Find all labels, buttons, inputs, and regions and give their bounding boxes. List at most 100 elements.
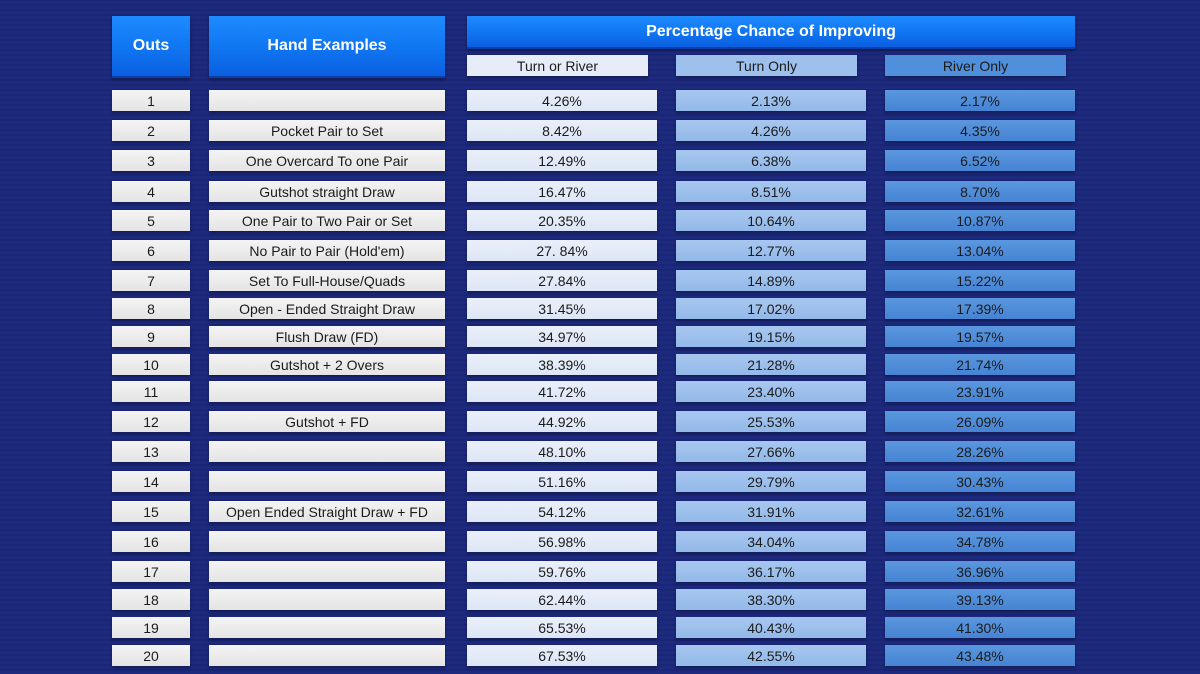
hand-example-cell <box>209 381 445 402</box>
turn-only-cell: 2.13% <box>676 90 866 111</box>
hand-example-cell <box>209 645 445 666</box>
river-only-cell: 8.70% <box>885 181 1075 202</box>
turn-or-river-cell: 20.35% <box>467 210 657 231</box>
turn-only-cell: 23.40% <box>676 381 866 402</box>
turn-or-river-cell: 65.53% <box>467 617 657 638</box>
turn-or-river-cell: 59.76% <box>467 561 657 582</box>
turn-only-cell: 36.17% <box>676 561 866 582</box>
river-only-cell: 26.09% <box>885 411 1075 432</box>
turn-or-river-cell: 41.72% <box>467 381 657 402</box>
outs-cell: 8 <box>112 298 190 319</box>
hand-example-cell: Gutshot + 2 Overs <box>209 354 445 375</box>
turn-only-cell: 8.51% <box>676 181 866 202</box>
hand-example-cell: Flush Draw (FD) <box>209 326 445 347</box>
outs-cell: 18 <box>112 589 190 610</box>
table-row: 3 One Overcard To one Pair 12.49% 6.38% 6.52… <box>0 150 1200 171</box>
header-percentage-chance: Percentage Chance of Improving <box>467 16 1075 49</box>
table-row: 2 Pocket Pair to Set 8.42% 4.26% 4.35% <box>0 120 1200 141</box>
subheader-turn-or-river: Turn or River <box>467 55 648 76</box>
river-only-cell: 21.74% <box>885 354 1075 375</box>
hand-example-cell: Gutshot + FD <box>209 411 445 432</box>
table-row: 14 51.16% 29.79% 30.43% <box>0 471 1200 492</box>
outs-cell: 2 <box>112 120 190 141</box>
river-only-cell: 15.22% <box>885 270 1075 291</box>
outs-cell: 6 <box>112 240 190 261</box>
turn-only-cell: 12.77% <box>676 240 866 261</box>
outs-cell: 17 <box>112 561 190 582</box>
table-row: 19 65.53% 40.43% 41.30% <box>0 617 1200 638</box>
river-only-cell: 30.43% <box>885 471 1075 492</box>
turn-only-cell: 17.02% <box>676 298 866 319</box>
river-only-cell: 32.61% <box>885 501 1075 522</box>
river-only-cell: 6.52% <box>885 150 1075 171</box>
river-only-cell: 34.78% <box>885 531 1075 552</box>
table-row: 9 Flush Draw (FD) 34.97% 19.15% 19.57% <box>0 326 1200 347</box>
outs-cell: 11 <box>112 381 190 402</box>
table-row: 10 Gutshot + 2 Overs 38.39% 21.28% 21.74% <box>0 354 1200 375</box>
hand-example-cell: Gutshot straight Draw <box>209 181 445 202</box>
river-only-cell: 13.04% <box>885 240 1075 261</box>
table-row: 7 Set To Full-House/Quads 27.84% 14.89% 15.2… <box>0 270 1200 291</box>
subheader-river-only: River Only <box>885 55 1066 76</box>
hand-example-cell <box>209 90 445 111</box>
river-only-cell: 19.57% <box>885 326 1075 347</box>
outs-cell: 3 <box>112 150 190 171</box>
turn-only-cell: 27.66% <box>676 441 866 462</box>
header-outs: Outs <box>112 16 190 78</box>
outs-cell: 5 <box>112 210 190 231</box>
turn-only-cell: 29.79% <box>676 471 866 492</box>
table-row: 12 Gutshot + FD 44.92% 25.53% 26.09% <box>0 411 1200 432</box>
turn-or-river-cell: 62.44% <box>467 589 657 610</box>
table-row: 18 62.44% 38.30% 39.13% <box>0 589 1200 610</box>
table-row: 17 59.76% 36.17% 36.96% <box>0 561 1200 582</box>
turn-or-river-cell: 67.53% <box>467 645 657 666</box>
outs-cell: 9 <box>112 326 190 347</box>
table-row: 15 Open Ended Straight Draw + FD 54.12% 31.… <box>0 501 1200 522</box>
river-only-cell: 4.35% <box>885 120 1075 141</box>
river-only-cell: 43.48% <box>885 645 1075 666</box>
outs-cell: 4 <box>112 181 190 202</box>
table-row: 5 One Pair to Two Pair or Set 20.35% 10.64%… <box>0 210 1200 231</box>
hand-example-cell <box>209 561 445 582</box>
outs-cell: 10 <box>112 354 190 375</box>
table-row: 8 Open - Ended Straight Draw 31.45% 17.02% 1… <box>0 298 1200 319</box>
turn-or-river-cell: 48.10% <box>467 441 657 462</box>
turn-only-cell: 34.04% <box>676 531 866 552</box>
turn-only-cell: 4.26% <box>676 120 866 141</box>
hand-example-cell <box>209 441 445 462</box>
table-row: 11 41.72% 23.40% 23.91% <box>0 381 1200 402</box>
outs-cell: 12 <box>112 411 190 432</box>
table-row: 1 4.26% 2.13% 2.17% <box>0 90 1200 111</box>
outs-cell: 15 <box>112 501 190 522</box>
table-row: 13 48.10% 27.66% 28.26% <box>0 441 1200 462</box>
outs-cell: 7 <box>112 270 190 291</box>
hand-example-cell: One Pair to Two Pair or Set <box>209 210 445 231</box>
turn-or-river-cell: 56.98% <box>467 531 657 552</box>
hand-example-cell <box>209 617 445 638</box>
turn-or-river-cell: 27. 84% <box>467 240 657 261</box>
table-row: 16 56.98% 34.04% 34.78% <box>0 531 1200 552</box>
turn-only-cell: 31.91% <box>676 501 866 522</box>
river-only-cell: 17.39% <box>885 298 1075 319</box>
river-only-cell: 41.30% <box>885 617 1075 638</box>
turn-only-cell: 14.89% <box>676 270 866 291</box>
turn-or-river-cell: 4.26% <box>467 90 657 111</box>
table-row: 6 No Pair to Pair (Hold'em) 27. 84% 12.77% 1… <box>0 240 1200 261</box>
hand-example-cell <box>209 589 445 610</box>
turn-or-river-cell: 8.42% <box>467 120 657 141</box>
turn-only-cell: 19.15% <box>676 326 866 347</box>
hand-example-cell <box>209 531 445 552</box>
outs-cell: 1 <box>112 90 190 111</box>
table-row: 20 67.53% 42.55% 43.48% <box>0 645 1200 666</box>
river-only-cell: 23.91% <box>885 381 1075 402</box>
river-only-cell: 36.96% <box>885 561 1075 582</box>
hand-example-cell: Pocket Pair to Set <box>209 120 445 141</box>
hand-example-cell: One Overcard To one Pair <box>209 150 445 171</box>
header-hand-examples: Hand Examples <box>209 16 445 78</box>
turn-or-river-cell: 51.16% <box>467 471 657 492</box>
outs-cell: 14 <box>112 471 190 492</box>
turn-or-river-cell: 12.49% <box>467 150 657 171</box>
turn-only-cell: 42.55% <box>676 645 866 666</box>
turn-only-cell: 21.28% <box>676 354 866 375</box>
outs-cell: 19 <box>112 617 190 638</box>
